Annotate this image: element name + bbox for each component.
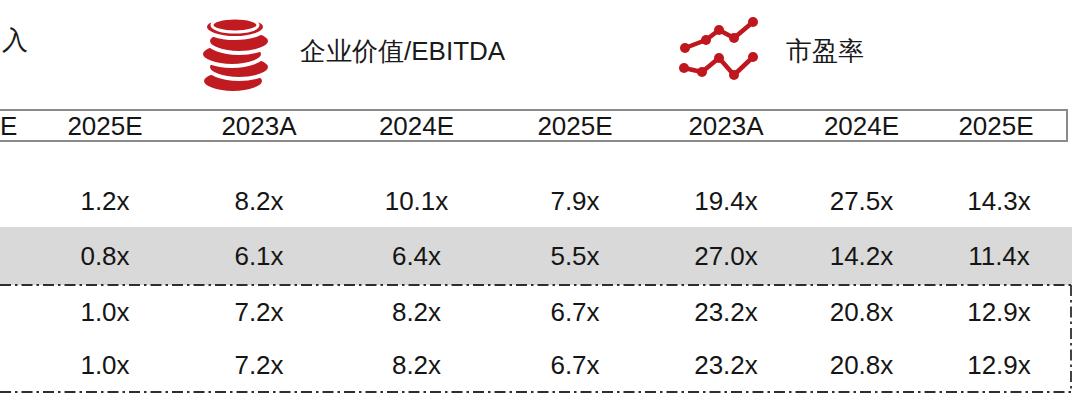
header-cell-2024e: 2024E bbox=[797, 111, 926, 142]
cell: 8.2x bbox=[180, 186, 338, 217]
table-row: 1.2x 8.2x 10.1x 7.9x 19.4x 27.5x 14.3x bbox=[0, 143, 1072, 227]
cell: 0.8x bbox=[30, 241, 180, 272]
cell: 7.9x bbox=[495, 186, 655, 217]
legend-ev-ebitda-label: 企业价值/EBITDA bbox=[300, 38, 505, 64]
cell: 6.4x bbox=[338, 241, 495, 272]
cell: 19.4x bbox=[655, 186, 797, 217]
legend-partial-label: 入 bbox=[2, 27, 28, 53]
line-chart-icon bbox=[676, 14, 760, 86]
cell: 5.5x bbox=[495, 241, 655, 272]
header-cell-2023a: 2023A bbox=[180, 111, 338, 142]
header-cell-2024e: 2024E bbox=[338, 111, 495, 142]
cell: 6.1x bbox=[180, 241, 338, 272]
cell: 1.2x bbox=[30, 186, 180, 217]
table-row-highlighted: 0.8x 6.1x 6.4x 5.5x 27.0x 14.2x 11.4x bbox=[0, 227, 1072, 285]
header-cell-2023a: 2023A bbox=[655, 111, 797, 142]
header-cell-2025e: 2025E bbox=[30, 111, 180, 142]
header-cell-2025e: 2025E bbox=[495, 111, 655, 142]
table-header-row: E 2025E 2023A 2024E 2025E 2023A 2024E 20… bbox=[0, 109, 1068, 142]
cell: 11.4x bbox=[926, 241, 1072, 272]
coins-icon bbox=[193, 11, 279, 100]
legend-pe-ratio-label: 市盈率 bbox=[786, 38, 864, 64]
header-cell-partial: E bbox=[0, 111, 30, 142]
cell: 10.1x bbox=[338, 186, 495, 217]
dash-dot-rules bbox=[0, 283, 1075, 396]
cell: 27.0x bbox=[655, 241, 797, 272]
cell: 14.2x bbox=[797, 241, 926, 272]
cell: 14.3x bbox=[926, 186, 1072, 217]
cell: 27.5x bbox=[797, 186, 926, 217]
header-cell-2025e: 2025E bbox=[926, 111, 1066, 142]
